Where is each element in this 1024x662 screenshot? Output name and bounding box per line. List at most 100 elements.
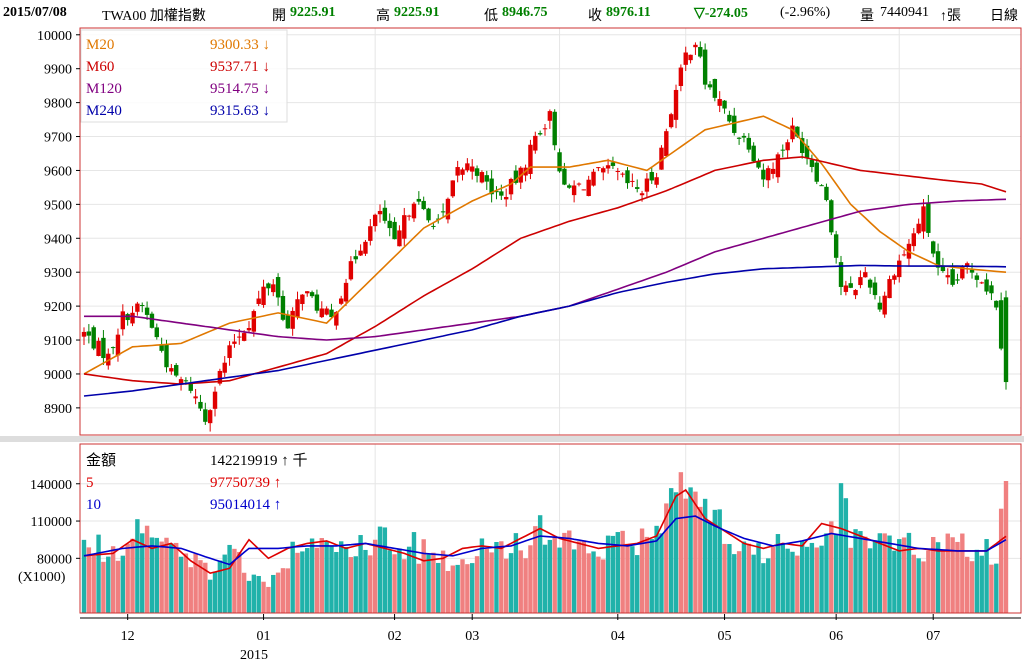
candle-body (198, 401, 203, 409)
legend-value-m20: 9300.33 ↓ (210, 37, 270, 53)
candle-body (945, 275, 950, 278)
volume-bar (809, 542, 815, 613)
volume-bar (159, 541, 164, 613)
price-tick-label: 9100 (44, 334, 72, 349)
volume-bar (411, 532, 417, 613)
candle-body (921, 206, 926, 232)
candle-body (479, 172, 485, 183)
price-tick-label: 9700 (44, 131, 72, 146)
change-percent: (-2.96%) (780, 5, 831, 20)
volume-bar (833, 534, 839, 613)
candle-body (382, 207, 388, 221)
volume-bar (285, 568, 291, 613)
volume-bar (799, 540, 805, 613)
volume-bar (698, 506, 703, 613)
candle-body (610, 162, 616, 166)
volume-bar (174, 542, 179, 613)
volume-bar (212, 571, 218, 613)
volume-bar (86, 547, 92, 613)
volume-bar (552, 537, 557, 613)
volume-bar (955, 541, 960, 613)
legend-value-m240: 9315.63 ↓ (210, 103, 270, 119)
candle-body (372, 214, 378, 227)
volume-bar (931, 536, 936, 613)
candle-body (450, 180, 455, 197)
volume-bar (338, 541, 344, 613)
volume-bar (659, 533, 664, 613)
volume-legend-value: 97750739 ↑ (210, 475, 281, 491)
candle-body (295, 299, 300, 317)
volume-bar (237, 551, 242, 613)
candle-body (567, 185, 572, 188)
candle-body (702, 49, 708, 85)
volume-ma-line-10 (83, 515, 1007, 566)
volume-bar (911, 554, 916, 613)
candle-body (334, 312, 339, 326)
candle-body (484, 175, 489, 182)
candle-body (892, 275, 897, 280)
candle-body (722, 100, 727, 109)
candle-body (736, 137, 742, 139)
volume-panel-frame (79, 443, 1022, 614)
volume-bar (688, 487, 693, 613)
candle-body (872, 282, 878, 296)
candle-body (615, 171, 620, 173)
candle-body (309, 292, 315, 297)
candle-body (261, 286, 266, 305)
candle-body (455, 167, 460, 176)
candle-body (698, 47, 703, 57)
volume-bar (256, 575, 261, 613)
candle-body (528, 144, 533, 174)
volume-bar (790, 551, 795, 613)
volume-bar (630, 546, 635, 613)
volume-bar (421, 539, 426, 613)
candle-body (348, 261, 354, 280)
candle-body (285, 315, 291, 329)
candle-body (542, 128, 548, 130)
volume-bar (251, 574, 257, 613)
candle-body (853, 289, 858, 296)
candle-body (314, 294, 320, 311)
candle-body (664, 131, 669, 156)
ma-line-m60 (83, 156, 1007, 385)
x-tick-label: 03 (465, 629, 479, 644)
quote-header: 2015/07/08 TWA00 加權指數 開 9225.91 高 9225.9… (0, 0, 1024, 28)
volume-bar (770, 547, 776, 613)
candle-body (290, 310, 295, 329)
volume-bar (455, 564, 460, 613)
volume-bar (989, 564, 994, 613)
price-tick-label: 10000 (37, 29, 72, 44)
candle-body (392, 221, 397, 240)
volume-bar (887, 535, 892, 613)
volume-legend-name: 10 (86, 497, 101, 513)
candle-body (746, 137, 752, 150)
volume-bar (377, 526, 383, 613)
candle-body (353, 256, 358, 260)
volume-bar (280, 568, 286, 613)
volume-bar (363, 549, 368, 613)
candle-body (406, 215, 412, 217)
price-tick-label: 9400 (44, 232, 72, 247)
candle-body (499, 191, 504, 196)
candle-body (809, 159, 815, 167)
x-tick-label: 07 (926, 629, 940, 644)
legend-value-m60: 9537.71 ↓ (210, 59, 270, 75)
volume-bar (140, 533, 145, 613)
candle-body (91, 327, 96, 349)
volume-bar (766, 558, 771, 613)
volume-bar (120, 555, 126, 613)
candle-body (174, 365, 179, 376)
volume-bar (916, 558, 921, 613)
candle-body (324, 308, 329, 315)
candle-body (440, 211, 446, 213)
volume-bar (416, 563, 422, 613)
volume-bars (81, 472, 1009, 613)
volume-y-axis: 140000 110000 80000 (30, 478, 80, 567)
volume-bar (625, 543, 630, 613)
candle-body (654, 177, 659, 185)
candle-body (586, 179, 591, 197)
candle-body (217, 370, 223, 384)
volume-bar (639, 528, 645, 613)
candle-body (305, 291, 310, 294)
candle-body (329, 309, 334, 318)
